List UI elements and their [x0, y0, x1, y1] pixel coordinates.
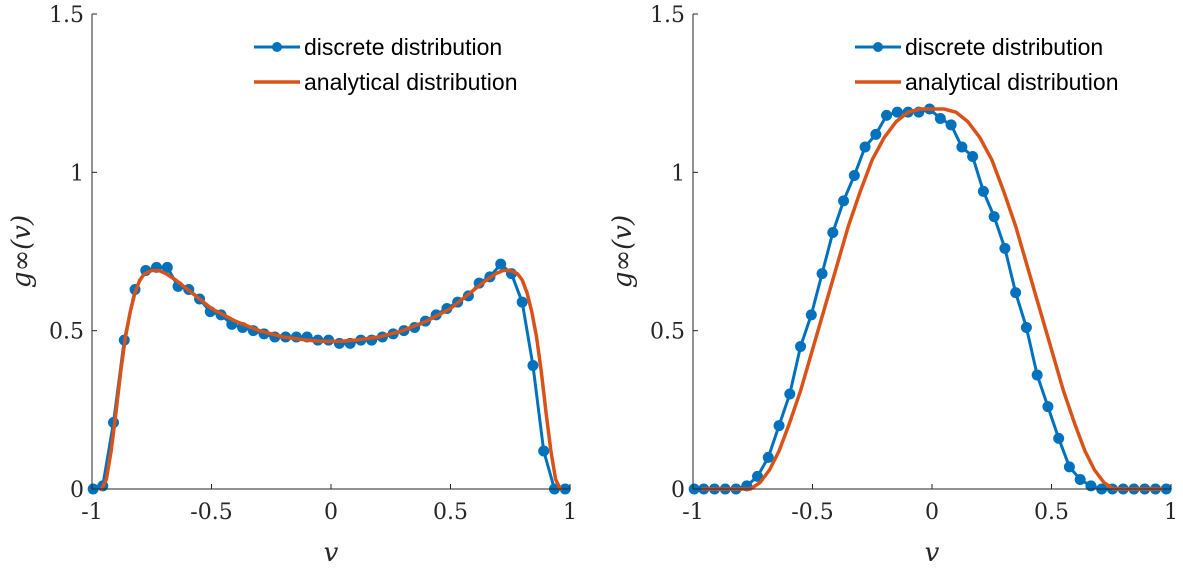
discrete-point: [891, 106, 903, 118]
discrete-point: [516, 296, 528, 308]
y-tick-label: 0: [671, 478, 685, 503]
y-tick-label: 0.5: [49, 320, 84, 345]
discrete-point: [1010, 287, 1022, 299]
x-tick-label: 0.5: [1034, 500, 1069, 525]
discrete-point: [161, 261, 173, 273]
x-tick-label: 0.5: [433, 500, 468, 525]
discrete-point: [977, 185, 989, 197]
legend-left: discrete distribution analytical distrib…: [252, 28, 562, 102]
legend-label-analytical: analytical distribution: [304, 69, 518, 95]
discrete-point: [967, 151, 979, 162]
x-axis-label-left: v: [324, 538, 339, 568]
legend-background: [252, 28, 562, 102]
legend-marker-discrete: [272, 42, 282, 52]
y-tick-label: 1.5: [650, 3, 685, 28]
x-tick-label: -0.5: [791, 500, 833, 525]
legend-label-discrete: discrete distribution: [304, 34, 502, 60]
discrete-point: [784, 388, 796, 400]
legend-right: discrete distribution analytical distrib…: [853, 28, 1163, 102]
discrete-point: [999, 242, 1011, 254]
legend-label-discrete: discrete distribution: [905, 34, 1103, 60]
y-tick-label: 1: [70, 161, 84, 186]
x-tick-label: -1: [682, 500, 703, 525]
y-axis-label-left: g∞(v): [7, 215, 37, 288]
analytical-series-line: [700, 107, 1164, 491]
discrete-point: [859, 141, 871, 153]
discrete-point: [795, 341, 807, 352]
chart-panel-right: discrete distribution analytical distrib…: [608, 3, 1178, 568]
plot-area-left: [87, 258, 571, 495]
discrete-point: [827, 227, 839, 238]
plot-area-right: [688, 103, 1172, 495]
discrete-point: [762, 451, 774, 463]
discrete-point: [1053, 432, 1065, 444]
discrete-point: [1063, 461, 1075, 473]
x-tick-label: 0: [925, 500, 939, 525]
discrete-point: [848, 170, 860, 181]
legend-marker-discrete: [873, 42, 883, 52]
x-tick-label: 1: [563, 500, 577, 525]
discrete-point: [1074, 474, 1086, 485]
chart-panel-left: discrete distribution analytical distrib…: [7, 3, 577, 568]
discrete-point: [816, 268, 828, 280]
discrete-point: [838, 195, 850, 207]
axes-right: -1 -0.5 0 0.5 1 0 0.5 1 1.5: [650, 3, 1178, 525]
x-tick-label: -1: [81, 500, 102, 525]
axes-left: -1 -0.5 0 0.5 1 0 0.5 1 1.5: [49, 3, 577, 525]
legend-background: [853, 28, 1163, 102]
discrete-point: [945, 119, 957, 131]
y-tick-label: 0: [70, 478, 84, 503]
discrete-point: [956, 141, 968, 153]
y-tick-label: 1: [671, 161, 685, 186]
discrete-point: [881, 109, 893, 121]
x-axis-label-right: v: [925, 538, 940, 568]
discrete-point: [934, 113, 946, 124]
y-tick-label: 1.5: [49, 3, 84, 28]
discrete-point: [752, 470, 764, 482]
discrete-point: [805, 309, 817, 321]
y-axis-label-right: g∞(v): [608, 215, 638, 288]
discrete-point: [1020, 322, 1032, 333]
discrete-point: [495, 258, 507, 270]
discrete-point: [1085, 480, 1097, 492]
legend-label-analytical: analytical distribution: [905, 69, 1119, 95]
discrete-point: [1031, 369, 1043, 381]
x-tick-label: 0: [324, 500, 338, 525]
discrete-series-line: [92, 262, 566, 491]
y-tick-label: 0.5: [650, 320, 685, 345]
discrete-point: [527, 360, 539, 371]
analytical-series-line: [99, 268, 563, 491]
x-tick-label: 1: [1164, 500, 1178, 525]
discrete-point: [988, 211, 1000, 223]
discrete-point: [773, 420, 785, 432]
discrete-point: [870, 128, 882, 140]
discrete-point: [1042, 401, 1054, 413]
discrete-point: [538, 445, 550, 457]
x-tick-label: -0.5: [190, 500, 232, 525]
discrete-series-line: [694, 107, 1167, 491]
